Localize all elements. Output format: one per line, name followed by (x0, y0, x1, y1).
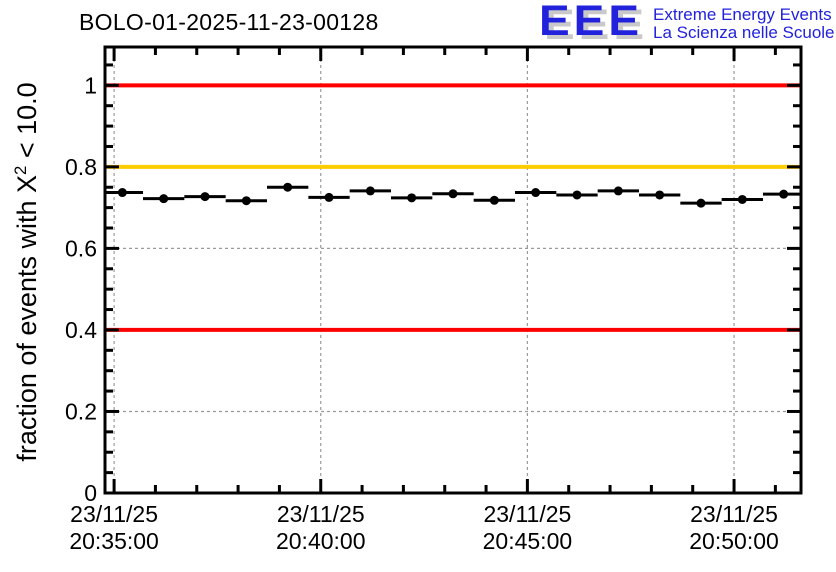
data-point (737, 194, 747, 204)
plot-frame (103, 45, 803, 495)
y-tick-label: 0 (84, 480, 97, 506)
y-tick-label: 0.8 (65, 154, 97, 180)
data-point (241, 196, 251, 206)
data-point (531, 188, 541, 198)
data-point (117, 188, 127, 198)
y-tick-label: 0.2 (65, 398, 97, 424)
x-tick-label-date: 23/11/25 (690, 501, 778, 527)
x-tick-label-date: 23/11/25 (277, 501, 365, 527)
x-tick-label-date: 23/11/25 (70, 501, 158, 527)
data-point (489, 195, 499, 205)
data-point (365, 186, 375, 196)
x-tick-label-date: 23/11/25 (483, 501, 571, 527)
data-point (779, 189, 789, 199)
data-point (283, 182, 293, 192)
data-point (200, 192, 210, 202)
plot-title: BOLO-01-2025-11-23-00128 (79, 9, 379, 35)
x-tick-label-time: 20:35:00 (69, 528, 159, 554)
eee-logo-acronym: EEE (539, 0, 644, 45)
data-point (572, 190, 582, 200)
data-point (613, 186, 623, 196)
data-point (159, 194, 169, 204)
data-point (324, 192, 334, 202)
data-point (696, 198, 706, 208)
x-tick-label-time: 20:50:00 (689, 528, 779, 554)
eee-logo-text: Extreme Energy Events La Scienza nelle S… (653, 3, 834, 42)
eee-logo: EEE Extreme Energy Events La Scienza nel… (539, 0, 835, 45)
eee-logo-line2: La Scienza nelle Scuole (653, 23, 835, 42)
y-tick-label: 0.4 (65, 317, 97, 343)
data-point (407, 193, 417, 203)
eee-logo-line1: Extreme Energy Events (653, 5, 832, 24)
data-point (448, 189, 458, 199)
y-tick-label: 0.6 (65, 235, 97, 261)
data-point (655, 190, 665, 200)
x-tick-label-time: 20:40:00 (276, 528, 366, 554)
y-tick-label: 1 (84, 72, 97, 98)
x-tick-label-time: 20:45:00 (483, 528, 573, 554)
